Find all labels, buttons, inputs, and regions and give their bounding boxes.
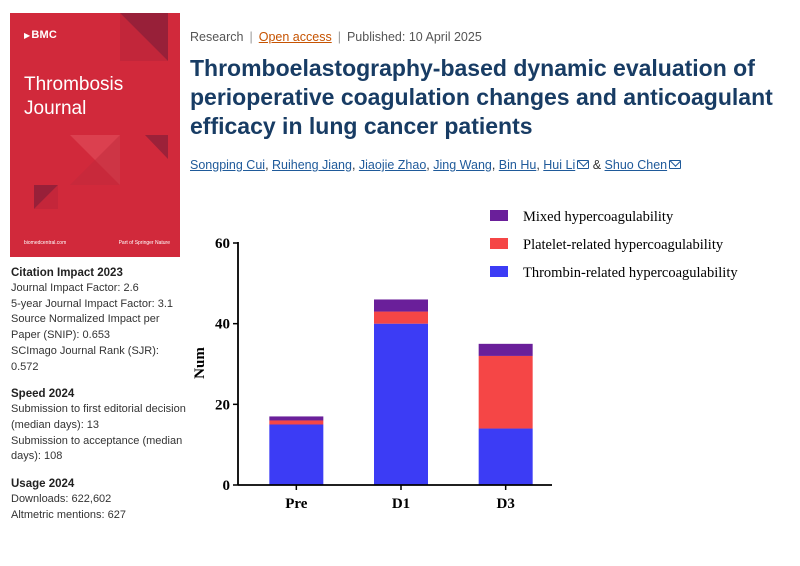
bar-segment <box>478 428 533 485</box>
published-date: Published: 10 April 2025 <box>346 30 482 44</box>
usage-heading: Usage 2024 <box>11 478 75 491</box>
author-link[interactable]: Hui Li <box>543 158 576 172</box>
legend-label: Mixed hypercoagulability <box>523 209 674 225</box>
metric-line: Submission to acceptance (median days): … <box>11 434 183 463</box>
bar-segment <box>478 343 533 356</box>
metric-line: Journal Impact Factor: 2.6 <box>11 282 139 294</box>
y-tick-label: 40 <box>215 317 230 333</box>
article-meta: Research | Open access | Published: 10 April… <box>190 30 482 44</box>
author-link[interactable]: Bin Hu <box>498 158 537 172</box>
citation-impact-heading: Citation Impact 2023 <box>11 267 123 279</box>
x-tick-label: Pre <box>285 496 308 512</box>
legend-swatch <box>490 210 508 221</box>
journal-metrics: Citation Impact 2023 Journal Impact Fact… <box>11 266 186 535</box>
legend-swatch <box>490 238 508 249</box>
mail-icon[interactable] <box>669 160 682 169</box>
author-link[interactable]: Shuo Chen <box>604 158 668 172</box>
usage-block: Usage 2024 Downloads: 622,602 Altmetric … <box>11 477 186 523</box>
cover-footer-right: Part of Springer Nature <box>118 240 170 246</box>
journal-cover[interactable]: ▶BMC Thrombosis Journal biomedcentral.co… <box>10 13 180 257</box>
metric-line: 5-year Journal Impact Factor: 3.1 <box>11 297 174 310</box>
y-tick-label: 60 <box>215 236 230 252</box>
author-link[interactable]: Songping Cui <box>190 158 266 172</box>
cover-footer-left: biomedcentral.com <box>24 240 67 246</box>
article-type: Research <box>190 30 244 44</box>
cover-journal-title: Thrombosis Journal <box>24 74 124 119</box>
cover-pattern-icon <box>34 13 168 209</box>
legend-label: Platelet-related hypercoagulability <box>523 237 724 253</box>
bar-segment <box>269 420 324 425</box>
stacked-bar-chart: Pre D1 D3 0 20 40 60 Num Mixed hypercoagulabilit… <box>192 209 738 512</box>
bar-segment <box>374 323 428 485</box>
metric-line: SCImago Journal Rank (SJR): 0.572 <box>11 344 159 373</box>
citation-impact-block: Citation Impact 2023 Journal Impact Fact… <box>11 266 186 375</box>
metric-line: Downloads: 622,602 <box>11 493 112 506</box>
author-link[interactable]: Jiaojie Zhao <box>358 158 427 172</box>
bar-segment <box>374 299 428 312</box>
metric-line: Source Normalized Impact per Paper (SNIP… <box>11 313 160 342</box>
legend-swatch <box>490 266 508 277</box>
y-axis-label: Num <box>192 347 208 379</box>
bar-segment <box>269 424 324 485</box>
article-title: Thromboelastography-based dynamic evalua… <box>190 55 773 139</box>
open-access-link[interactable]: Open access <box>258 30 332 44</box>
speed-heading: Speed 2024 <box>11 388 75 401</box>
bar-segment <box>269 416 324 421</box>
author-list: Songping Cui, Ruiheng Jiang, Jiaojie Zha… <box>190 158 790 172</box>
author-link[interactable]: Ruiheng Jiang <box>272 158 352 172</box>
bar-segment <box>374 311 428 324</box>
x-tick-label: D3 <box>496 496 514 512</box>
bar-segment <box>478 355 533 429</box>
author-ampersand: & <box>589 158 605 172</box>
y-tick-label: 20 <box>215 397 230 413</box>
mail-icon[interactable] <box>577 160 590 169</box>
publisher-logo: ▶BMC <box>24 29 58 41</box>
y-tick-label: 0 <box>223 478 231 494</box>
x-tick-label: D1 <box>392 496 410 512</box>
legend-label: Thrombin-related hypercoagulability <box>523 265 738 281</box>
metric-line: Altmetric mentions: 627 <box>11 508 126 521</box>
speed-block: Speed 2024 Submission to first editorial… <box>11 387 186 465</box>
author-link[interactable]: Jing Wang <box>433 158 492 172</box>
metric-line: Submission to first editorial decision (… <box>11 403 186 431</box>
